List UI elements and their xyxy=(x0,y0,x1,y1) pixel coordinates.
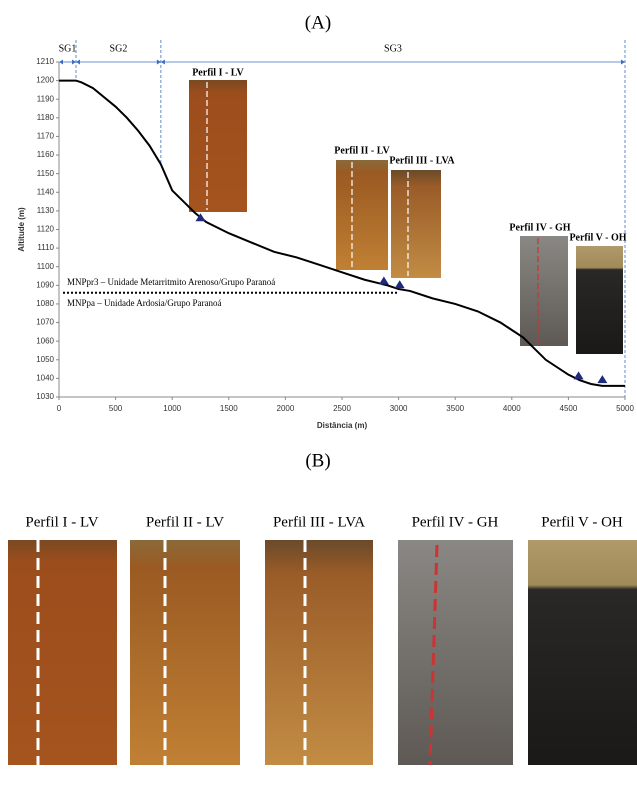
y-tick-label: 1050 xyxy=(36,355,54,364)
x-tick-label: 4000 xyxy=(503,404,521,413)
inset-photo xyxy=(576,246,623,354)
y-tick-label: 1170 xyxy=(37,132,55,141)
y-tick-label: 1180 xyxy=(37,113,55,122)
inset-photo xyxy=(520,236,568,346)
x-tick-label: 1500 xyxy=(220,404,238,413)
y-axis-title: Altitude (m) xyxy=(17,207,26,252)
y-tick-label: 1110 xyxy=(37,243,54,252)
profile-marker xyxy=(395,280,405,288)
photo xyxy=(398,540,513,765)
y-tick-label: 1100 xyxy=(37,262,55,271)
profile-label: Perfil I - LV xyxy=(192,67,244,78)
profile-label: Perfil IV - GH xyxy=(509,222,570,233)
x-tick-label: 3500 xyxy=(446,404,464,413)
inset-photo xyxy=(391,170,441,278)
profile-label: Perfil II - LV xyxy=(334,145,390,156)
x-tick-label: 2500 xyxy=(333,404,351,413)
x-tick-label: 4500 xyxy=(560,404,578,413)
profile-marker xyxy=(597,375,607,383)
figure: (A) (B) 1030 1040 1050 1060 1070 1080 1090 1100 11… xyxy=(0,0,637,793)
x-tick-label: 0 xyxy=(57,404,62,413)
y-tick-label: 1130 xyxy=(37,206,55,215)
photo-label: Perfil I - LV xyxy=(25,514,98,530)
x-tick-label: 3000 xyxy=(390,404,408,413)
y-tick-label: 1210 xyxy=(36,57,54,66)
y-tick-label: 1120 xyxy=(37,225,55,234)
profile-marker xyxy=(379,276,389,284)
y-tick-label: 1090 xyxy=(36,280,54,289)
y-tick-label: 1190 xyxy=(37,94,55,103)
photo-label: Perfil IV - GH xyxy=(412,514,499,530)
photo-label: Perfil II - LV xyxy=(146,514,224,530)
photo xyxy=(130,540,240,765)
y-tick-label: 1200 xyxy=(36,76,54,85)
y-tick-label: 1030 xyxy=(36,392,54,401)
profile-label: Perfil V - OH xyxy=(569,232,626,243)
photo xyxy=(528,540,637,765)
segment-label: SG1 xyxy=(59,43,77,54)
y-tick-label: 1070 xyxy=(36,318,54,327)
inset-photo xyxy=(189,80,247,212)
photo-label: Perfil III - LVA xyxy=(273,514,365,530)
annotation: MNPpr3 – Unidade Metarritmito Arenoso/Gr… xyxy=(67,277,275,287)
x-tick-label: 500 xyxy=(109,404,123,413)
panel-label: (B) xyxy=(305,450,330,471)
y-tick-label: 1140 xyxy=(37,187,55,196)
x-axis-title: Distância (m) xyxy=(317,421,368,430)
y-tick-label: 1060 xyxy=(36,336,54,345)
inset-photos xyxy=(189,80,623,354)
y-tick-label: 1160 xyxy=(37,150,55,159)
x-tick-label: 5000 xyxy=(616,404,634,413)
photo xyxy=(8,540,117,765)
x-tick-label: 2000 xyxy=(277,404,295,413)
annotation: MNPpa – Unidade Ardosia/Grupo Paranoá xyxy=(67,298,221,308)
y-tick-label: 1080 xyxy=(36,299,54,308)
x-tick-label: 1000 xyxy=(163,404,181,413)
y-tick-label: 1150 xyxy=(37,169,55,178)
segment-label: SG2 xyxy=(110,43,128,54)
panel-label: (A) xyxy=(305,12,331,33)
profile-label: Perfil III - LVA xyxy=(389,155,455,166)
profile-marker xyxy=(574,371,584,379)
segment-label: SG3 xyxy=(384,43,402,54)
photo-label: Perfil V - OH xyxy=(541,514,623,530)
photo xyxy=(265,540,373,765)
y-tick-label: 1040 xyxy=(36,373,54,382)
inset-photo xyxy=(336,160,388,270)
photo-row xyxy=(8,540,637,765)
